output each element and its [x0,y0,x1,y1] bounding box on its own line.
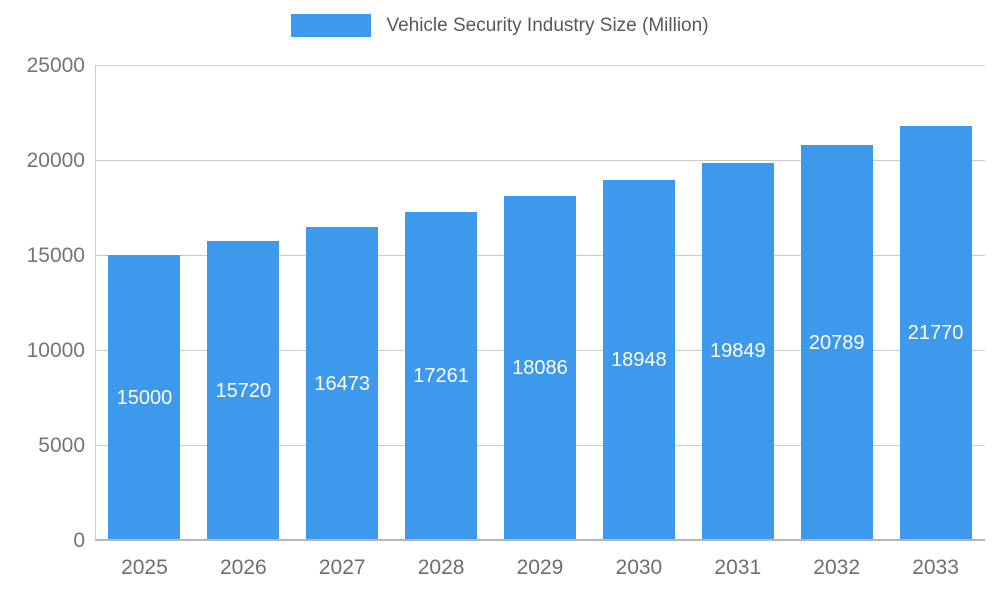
legend: Vehicle Security Industry Size (Million) [0,14,1000,37]
y-tick-label: 20000 [26,149,85,172]
bar-value-label: 15000 [116,386,173,409]
bar-value-label: 18086 [512,357,568,380]
bar-value-label: 18948 [611,348,667,371]
x-tick-label: 2025 [121,556,168,579]
bar-value-label: 20789 [808,331,865,354]
gridline [95,65,985,66]
bar [602,179,675,539]
bar [701,162,774,539]
y-tick-label: 5000 [38,434,85,457]
x-tick-label: 2028 [417,556,465,579]
bar [800,145,873,539]
y-tick-label: 10000 [26,339,85,362]
bar-value-label: 21770 [907,322,964,345]
bar [108,255,181,539]
x-tick-label: 2032 [813,556,861,579]
bar [405,212,478,539]
x-tick-label: 2029 [516,556,564,579]
bar [504,196,576,539]
bar [306,227,379,539]
legend-swatch [291,14,372,37]
bar [899,126,972,539]
x-tick-label: 2026 [219,556,267,579]
gridline [95,160,985,161]
y-tick-label: 15000 [26,244,85,267]
bar-value-label: 17261 [413,365,469,388]
y-axis-line [95,65,96,540]
x-tick-label: 2030 [615,556,663,579]
bar [207,241,280,539]
bar-value-label: 15720 [215,379,272,402]
legend-label: Vehicle Security Industry Size (Million) [386,14,709,36]
x-tick-label: 2031 [714,556,762,579]
x-tick-label: 2027 [318,556,366,579]
y-tick-label: 0 [73,529,85,552]
y-tick-label: 25000 [26,54,85,77]
x-axis-baseline [95,539,985,541]
bar-value-label: 16473 [314,372,371,395]
x-tick-label: 2033 [912,556,959,579]
bar-value-label: 19849 [709,340,766,363]
